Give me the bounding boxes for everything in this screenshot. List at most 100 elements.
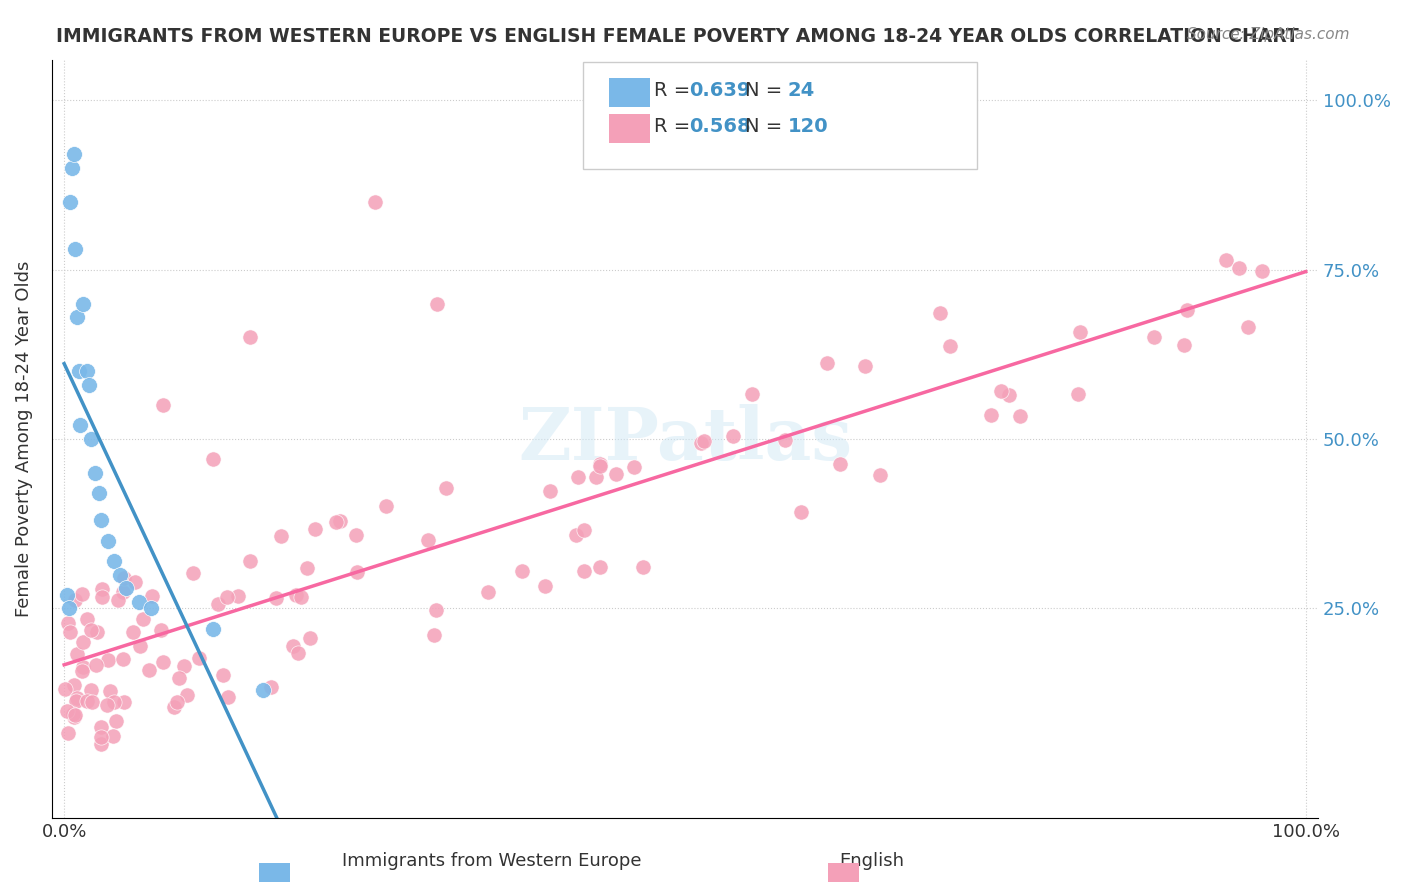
Point [90, 591, 112, 605]
Point [141, 589, 163, 603]
Point [187, 651, 209, 665]
Text: ZIPatlas: ZIPatlas [517, 403, 852, 475]
Point [304, 522, 326, 536]
Point [72, 660, 94, 674]
Y-axis label: Female Poverty Among 18-24 Year Olds: Female Poverty Among 18-24 Year Olds [15, 260, 32, 617]
Point [239, 330, 262, 344]
Point [67, 364, 90, 378]
Point [76, 611, 98, 625]
Point [259, 680, 281, 694]
Point [605, 467, 627, 481]
Point [426, 296, 449, 310]
Point [101, 729, 124, 743]
Point [97, 533, 120, 548]
Point [80, 682, 103, 697]
Point [60, 161, 83, 175]
Point [287, 646, 309, 660]
Point [115, 581, 138, 595]
Point [76, 364, 98, 378]
Point [76, 694, 98, 708]
Point [693, 434, 716, 448]
Point [132, 612, 155, 626]
Point [1008, 409, 1031, 423]
Point [344, 528, 367, 542]
Text: IMMIGRANTS FROM WESTERN EUROPE VS ENGLISH FEMALE POVERTY AMONG 18-24 YEAR OLDS C: IMMIGRANTS FROM WESTERN EUROPE VS ENGLIS… [56, 27, 1299, 45]
Point [80, 623, 103, 637]
Point [990, 384, 1012, 398]
Point [138, 663, 160, 677]
Point [69, 418, 91, 433]
Text: Immigrants from Western Europe: Immigrants from Western Europe [342, 852, 643, 870]
Point [589, 559, 612, 574]
Point [721, 429, 744, 443]
Point [325, 516, 347, 530]
Point [207, 597, 229, 611]
Point [58, 725, 80, 739]
Point [55, 588, 77, 602]
Point [167, 671, 190, 685]
Point [270, 529, 292, 543]
Point [1175, 302, 1198, 317]
Point [1227, 260, 1250, 275]
Point [65, 694, 87, 708]
Point [58, 601, 80, 615]
Point [59, 624, 82, 639]
Point [149, 623, 172, 637]
Point [329, 514, 352, 528]
Point [63, 708, 86, 723]
Point [55, 682, 77, 697]
Point [103, 695, 125, 709]
Point [589, 457, 612, 471]
Point [477, 585, 499, 599]
Point [790, 505, 813, 519]
Point [212, 668, 235, 682]
Point [65, 310, 87, 324]
Point [980, 409, 1002, 423]
Point [565, 528, 588, 542]
Point [939, 339, 962, 353]
Point [66, 691, 89, 706]
Text: 0.639: 0.639 [689, 81, 751, 101]
Point [299, 631, 322, 645]
Point [121, 625, 143, 640]
Point [84, 658, 107, 673]
Point [56, 616, 79, 631]
Point [239, 554, 262, 568]
Point [152, 398, 174, 412]
Point [112, 651, 135, 665]
Point [98, 684, 121, 698]
Point [631, 560, 654, 574]
Point [567, 469, 589, 483]
Point [90, 737, 112, 751]
Point [65, 243, 87, 257]
Point [574, 564, 596, 578]
Point [181, 566, 204, 580]
Point [689, 436, 711, 450]
Point [217, 690, 239, 705]
Point [65, 593, 87, 607]
Point [103, 554, 125, 568]
Text: 24: 24 [787, 81, 814, 101]
Text: N =: N = [745, 117, 789, 136]
Point [72, 664, 94, 678]
Point [112, 585, 135, 599]
Point [112, 571, 135, 585]
Point [63, 678, 86, 692]
Point [176, 688, 198, 702]
Point [572, 524, 595, 538]
Text: 0.568: 0.568 [689, 117, 751, 136]
Point [510, 564, 533, 578]
Point [163, 699, 186, 714]
Point [226, 589, 249, 603]
Point [124, 575, 146, 590]
Text: N =: N = [745, 81, 789, 101]
Point [828, 457, 851, 471]
Text: 120: 120 [787, 117, 828, 136]
Point [1251, 264, 1274, 278]
Point [166, 695, 188, 709]
Point [815, 356, 838, 370]
Point [1069, 326, 1091, 340]
Point [152, 656, 174, 670]
Point [295, 561, 318, 575]
Point [290, 590, 312, 604]
